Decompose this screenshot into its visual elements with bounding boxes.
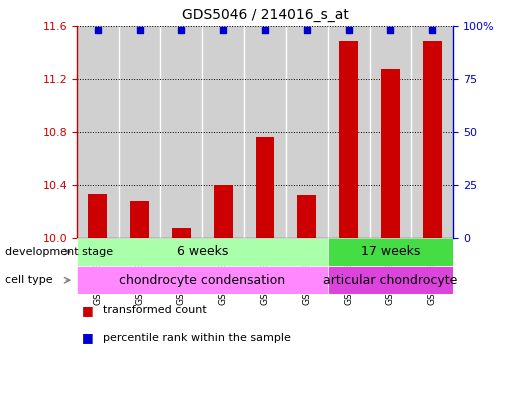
Bar bbox=[381, 69, 400, 238]
Bar bbox=[77, 238, 328, 266]
Bar bbox=[202, 26, 244, 238]
Text: 17 weeks: 17 weeks bbox=[361, 245, 420, 259]
Bar bbox=[214, 185, 233, 238]
Bar bbox=[161, 26, 202, 238]
Bar bbox=[77, 266, 328, 294]
Bar bbox=[328, 238, 453, 266]
Bar bbox=[130, 200, 149, 238]
Text: ■: ■ bbox=[82, 331, 94, 344]
Bar bbox=[369, 26, 411, 238]
Text: articular chondrocyte: articular chondrocyte bbox=[323, 274, 457, 287]
Bar bbox=[89, 194, 107, 238]
Bar bbox=[255, 137, 275, 238]
Bar bbox=[328, 26, 369, 238]
Text: percentile rank within the sample: percentile rank within the sample bbox=[103, 332, 291, 343]
Bar bbox=[411, 26, 453, 238]
Bar bbox=[297, 195, 316, 238]
Bar bbox=[328, 266, 453, 294]
Bar bbox=[286, 26, 328, 238]
Text: 6 weeks: 6 weeks bbox=[176, 245, 228, 259]
Text: chondrocyte condensation: chondrocyte condensation bbox=[119, 274, 285, 287]
Bar bbox=[172, 228, 191, 238]
Bar bbox=[423, 41, 441, 238]
Bar bbox=[77, 26, 119, 238]
Text: transformed count: transformed count bbox=[103, 305, 207, 315]
Text: development stage: development stage bbox=[5, 247, 113, 257]
Bar bbox=[119, 26, 161, 238]
Text: cell type: cell type bbox=[5, 275, 53, 285]
Bar bbox=[244, 26, 286, 238]
Bar bbox=[339, 41, 358, 238]
Text: ■: ■ bbox=[82, 303, 94, 317]
Title: GDS5046 / 214016_s_at: GDS5046 / 214016_s_at bbox=[182, 8, 348, 22]
